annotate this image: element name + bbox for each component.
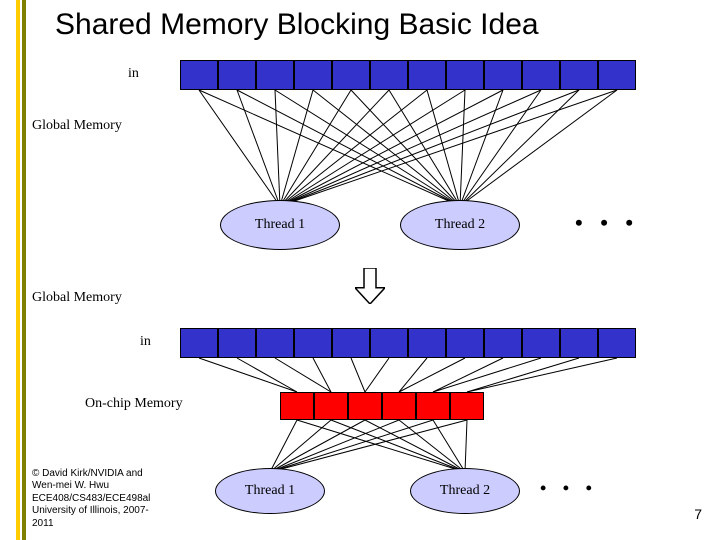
thread-1-bottom-label: Thread 1 <box>245 483 295 499</box>
array-cell <box>294 60 332 90</box>
array-cell <box>408 328 446 358</box>
array-cell <box>370 60 408 90</box>
array-cell <box>598 60 636 90</box>
copyright-line: © David Kirk/NVIDIA and <box>32 468 150 481</box>
accent-bar-1 <box>16 0 20 540</box>
array-cell <box>522 328 560 358</box>
down-arrow-icon <box>355 268 385 304</box>
ellipsis-bottom: • • • <box>540 478 598 499</box>
array-cell <box>280 392 314 420</box>
array-cell <box>408 60 446 90</box>
array-cell <box>484 328 522 358</box>
array-cell <box>256 328 294 358</box>
array-cell <box>522 60 560 90</box>
array-cell <box>560 328 598 358</box>
copyright-line: ECE408/CS483/ECE498al <box>32 493 150 506</box>
array-cell <box>560 60 598 90</box>
page-number: 7 <box>694 506 702 522</box>
array-cell <box>294 328 332 358</box>
array-cell <box>382 392 416 420</box>
copyright-text: © David Kirk/NVIDIA and Wen-mei W. Hwu E… <box>32 468 150 531</box>
array-cell <box>332 328 370 358</box>
array-cell <box>450 392 484 420</box>
label-global-memory-2: Global Memory <box>32 290 122 306</box>
connector-lines-top <box>0 0 720 300</box>
thread-1-bottom: Thread 1 <box>215 468 325 514</box>
global-array-top <box>180 60 636 90</box>
array-cell <box>370 328 408 358</box>
accent-bars <box>16 0 26 540</box>
array-cell <box>180 328 218 358</box>
array-cell <box>314 392 348 420</box>
copyright-line: University of Illinois, 2007- <box>32 505 150 518</box>
array-cell <box>218 328 256 358</box>
global-array-bottom <box>180 328 636 358</box>
label-onchip-memory: On-chip Memory <box>85 396 183 412</box>
array-cell <box>180 60 218 90</box>
ellipsis-top: • • • <box>575 210 639 236</box>
copyright-line: Wen-mei W. Hwu <box>32 480 150 493</box>
thread-2-top: Thread 2 <box>400 200 520 250</box>
array-cell <box>256 60 294 90</box>
thread-2-bottom: Thread 2 <box>410 468 520 514</box>
thread-1-top-label: Thread 1 <box>255 217 305 233</box>
label-in-bottom: in <box>140 334 151 350</box>
array-cell <box>446 328 484 358</box>
array-cell <box>332 60 370 90</box>
array-cell <box>416 392 450 420</box>
array-cell <box>218 60 256 90</box>
label-in-top: in <box>128 66 139 82</box>
array-cell <box>446 60 484 90</box>
accent-bar-2 <box>22 0 26 540</box>
label-global-memory-1: Global Memory <box>32 118 122 134</box>
array-cell <box>348 392 382 420</box>
array-cell <box>484 60 522 90</box>
thread-1-top: Thread 1 <box>220 200 340 250</box>
page-title: Shared Memory Blocking Basic Idea <box>55 8 539 42</box>
shared-memory-array <box>280 392 484 420</box>
thread-2-bottom-label: Thread 2 <box>440 483 490 499</box>
copyright-line: 2011 <box>32 518 150 531</box>
thread-2-top-label: Thread 2 <box>435 217 485 233</box>
array-cell <box>598 328 636 358</box>
